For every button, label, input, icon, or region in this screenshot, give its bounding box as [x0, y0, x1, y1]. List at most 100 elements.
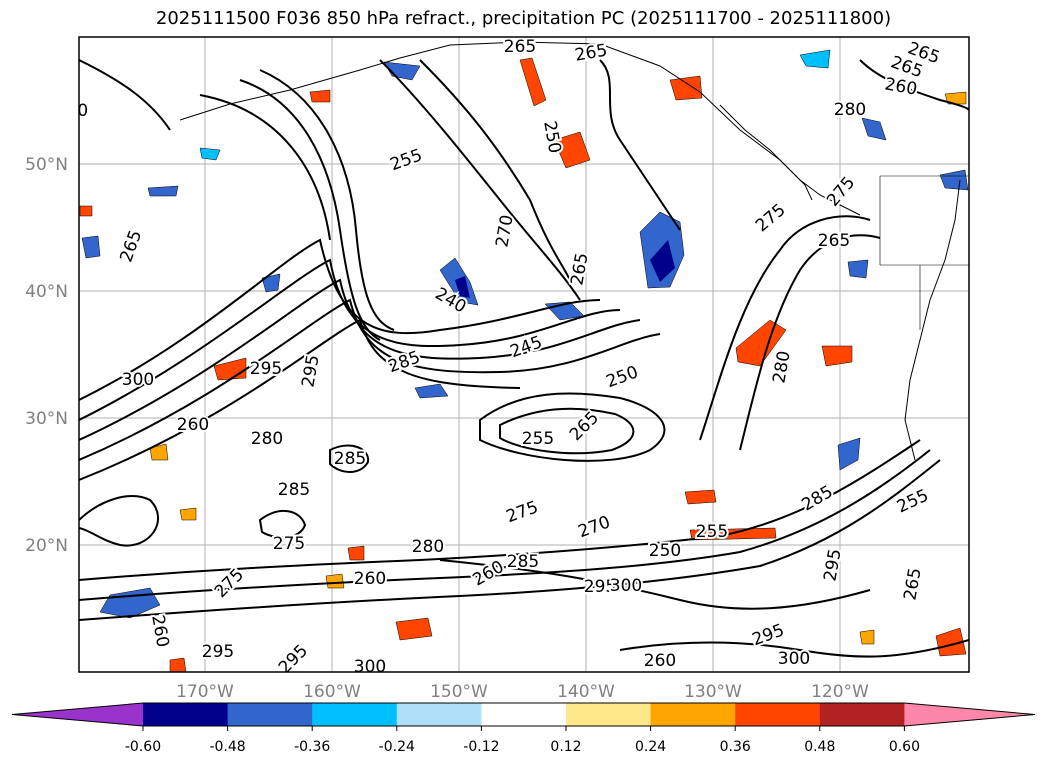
contour-label: 255: [522, 429, 554, 449]
map-frame: [78, 36, 970, 673]
contour-label: 255: [696, 522, 728, 542]
state-border: [879, 175, 969, 330]
colorbar-segment: [227, 703, 313, 726]
precip-neg-blob: [147, 185, 179, 197]
lat-label: 30°N: [25, 409, 68, 429]
lat-label: 50°N: [25, 155, 68, 175]
precip-neg-blob: [261, 273, 281, 293]
contour-line: [619, 639, 969, 658]
precip-pos-blob: [859, 629, 875, 645]
lon-label: 160°W: [303, 682, 361, 702]
colorbar-segment: [650, 703, 736, 726]
contour-label: 280: [412, 537, 444, 557]
lat-label: 20°N: [25, 536, 68, 556]
contour-line: [79, 495, 160, 547]
precip-pos-blob: [684, 489, 717, 505]
contour-line: [439, 559, 871, 610]
contour-line: [699, 215, 871, 441]
coastline-us-west: [904, 179, 961, 461]
precip-pos-blob: [935, 627, 967, 657]
precip-pos-blob: [553, 131, 591, 169]
colorbar-tick-label: -0.24: [379, 739, 415, 755]
colorbar-extend-low: [12, 703, 143, 726]
precip-neg-blob: [939, 169, 969, 191]
lat-label: 40°N: [25, 282, 68, 302]
contour-line: [329, 444, 370, 473]
map-background: [79, 37, 969, 672]
contour-line: [739, 234, 881, 451]
colorbar-segment: [312, 703, 398, 726]
contour-label: 300: [122, 370, 154, 390]
contour-label: 260: [644, 651, 676, 671]
contour-line: [419, 59, 571, 281]
precip-pos-blob: [347, 545, 365, 561]
contour-label: 300: [610, 576, 642, 596]
precip-pos-blob: [149, 443, 169, 461]
lon-label: 130°W: [684, 682, 742, 702]
precip-neg-blob: [847, 259, 869, 279]
coastline-bc: [719, 104, 813, 201]
precip-pos-blob: [735, 319, 787, 367]
precip-pos-blob: [669, 75, 703, 101]
precip-neg-blob: [837, 437, 861, 471]
contour-line: [79, 449, 931, 601]
refractivity-contours: [79, 59, 969, 658]
lon-label: 140°W: [557, 682, 615, 702]
contour-label: 295: [202, 642, 234, 662]
contour-line: [859, 59, 969, 111]
colorbar-tick-label: 0.36: [720, 739, 751, 755]
precip-neg-blob: [650, 240, 675, 282]
contour-line: [79, 318, 521, 481]
contour-label: 265: [504, 37, 536, 57]
lon-label: 120°W: [811, 682, 869, 702]
contour-label: 280: [251, 429, 283, 449]
colorbar-extend-high: [904, 703, 1035, 726]
precip-pos-blob: [395, 617, 433, 641]
contour-line: [79, 298, 661, 461]
precip-pos-blob: [821, 345, 853, 367]
lon-label: 150°W: [430, 682, 488, 702]
colorbar-segment: [396, 703, 482, 726]
contour-label: 265: [818, 231, 850, 251]
colorbar-tick-label: -0.60: [125, 739, 161, 755]
precip-pos-blob: [309, 89, 331, 103]
colorbar-tick-label: -0.36: [294, 739, 330, 755]
coastlines: [179, 41, 969, 461]
precip-neg-blob: [455, 276, 470, 298]
contour-line: [79, 439, 921, 581]
precip-pos-blob: [169, 657, 187, 672]
contour-line: [499, 407, 635, 455]
colorbar-tick-label: 0.12: [550, 739, 581, 755]
lat-axis: 50°N 40°N 30°N 20°N: [25, 155, 68, 556]
contour-line: [259, 69, 395, 331]
precip-neg-blob: [414, 383, 449, 399]
chart-title: 2025111500 F036 850 hPa refract., precip…: [155, 8, 892, 29]
precip-pos-blob: [79, 205, 93, 217]
contour-line: [379, 59, 581, 301]
contour-line: [79, 59, 171, 131]
contour-line: [79, 278, 641, 441]
contour-line: [79, 459, 941, 621]
contour-label: 250: [649, 541, 681, 561]
precip-pos-blob: [179, 507, 197, 521]
precip-neg-blob: [81, 235, 101, 259]
contour-line: [239, 79, 381, 341]
colorbar-tick-label: -0.12: [463, 739, 499, 755]
colorbar-segment: [481, 703, 567, 726]
precip-pos-blob: [944, 91, 967, 105]
contour-label: 260: [177, 415, 209, 435]
contour-line: [258, 510, 307, 539]
contour-line: [199, 94, 331, 241]
precip-pos-blob: [519, 57, 547, 107]
contour-line: [599, 59, 681, 231]
colorbar-segment: [735, 703, 821, 726]
contour-label: 275: [273, 534, 305, 554]
contour-label: 300: [778, 649, 810, 669]
contour-label: 285: [507, 552, 539, 572]
colorbar: -0.60 -0.48 -0.36 -0.24 -0.12 0.12 0.24 0.36 0.4…: [11, 702, 1036, 755]
colorbar-segment: [566, 703, 652, 726]
contour-label: 260: [56, 101, 88, 121]
contour-label: 295: [250, 359, 282, 379]
contour-label: 280: [769, 349, 794, 384]
